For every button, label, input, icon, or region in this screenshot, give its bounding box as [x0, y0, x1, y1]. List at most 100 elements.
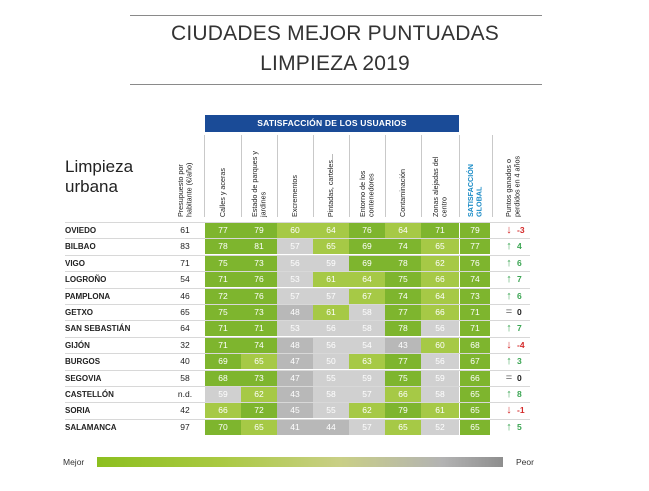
score-cell: 62 — [421, 255, 459, 271]
points-change: -4 — [517, 339, 525, 350]
score-cell: 71 — [205, 272, 241, 288]
arrow-down-icon: ↓ — [506, 224, 512, 236]
score-cell: 65 — [313, 239, 349, 255]
header-budget: Presupuesto por habitante (€/año) — [166, 135, 204, 217]
city-name: SALAMANCA — [65, 422, 117, 432]
header-col-3: Pintadas, carteles... — [313, 135, 349, 217]
score-cell: 52 — [421, 419, 459, 435]
table-row: BILBAO 83 78 81 57 65 69 74 65 77 ↑ 4 — [65, 238, 530, 255]
score-cell: 47 — [277, 354, 313, 370]
header-col-5: Contaminación — [385, 135, 421, 217]
score-cell: 65 — [385, 419, 421, 435]
score-cell: 77 — [205, 223, 241, 238]
score-cell: 64 — [313, 223, 349, 238]
score-cell: 60 — [277, 223, 313, 238]
score-cell: 71 — [421, 223, 459, 238]
city-name: OVIEDO — [65, 226, 97, 235]
header-global-label: SATISFACCIÓN GLOBAL — [465, 164, 484, 217]
global-score: 73 — [460, 288, 490, 304]
score-cell: 66 — [385, 387, 421, 402]
table-row: GETXO 65 75 73 48 61 58 77 66 71 = 0 — [65, 304, 530, 320]
score-cell: 59 — [421, 370, 459, 386]
city-name: SEGOVIA — [65, 373, 102, 383]
score-cell: 64 — [349, 272, 385, 288]
points-change: 7 — [517, 274, 522, 285]
budget-value: 40 — [180, 356, 190, 367]
global-score: 65 — [460, 419, 490, 435]
budget-value: 71 — [180, 257, 190, 268]
score-cell: 64 — [421, 288, 459, 304]
header-col-1: Estado de parques y jardines — [241, 135, 277, 217]
arrow-up-icon: ↑ — [506, 322, 512, 335]
city-name: GIJÓN — [65, 340, 90, 350]
header-col-label: Pintadas, carteles... — [325, 153, 335, 217]
global-score: 79 — [460, 223, 490, 238]
budget-value: 64 — [180, 323, 190, 334]
arrow-down-icon: ↓ — [506, 338, 512, 351]
score-cell: 74 — [241, 337, 277, 353]
budget-value: 46 — [180, 290, 190, 301]
header-global: SATISFACCIÓN GLOBAL — [460, 135, 490, 217]
score-cell: 55 — [313, 403, 349, 419]
table-row: LOGROÑO 54 71 76 53 61 64 75 66 74 ↑ 7 — [65, 271, 530, 288]
score-cell: 59 — [205, 387, 241, 402]
score-cell: 71 — [241, 321, 277, 337]
points-change: -3 — [517, 225, 525, 235]
score-cell: 41 — [277, 419, 313, 435]
budget-value: 65 — [180, 307, 190, 317]
points-change: 0 — [517, 307, 522, 317]
header-col-label: Entorno de los contenedores — [357, 170, 376, 217]
city-name: VIGO — [65, 258, 86, 268]
arrow-up-icon: ↑ — [506, 355, 512, 368]
score-cell: 54 — [349, 337, 385, 353]
city-name: BILBAO — [65, 242, 96, 252]
score-cell: 48 — [277, 305, 313, 320]
global-score: 65 — [460, 403, 490, 419]
arrow-up-icon: ↑ — [506, 388, 512, 400]
city-name: BURGOS — [65, 357, 101, 367]
score-cell: 47 — [277, 370, 313, 386]
score-cell: 76 — [349, 223, 385, 238]
title-top-rule — [130, 15, 542, 16]
score-cell: 61 — [313, 305, 349, 320]
header-col-label: Zonas alejadas del centro — [430, 156, 449, 217]
score-cell: 72 — [205, 288, 241, 304]
title-bottom-rule — [130, 84, 542, 85]
header-divider — [241, 135, 242, 217]
score-cell: 76 — [241, 272, 277, 288]
city-name: SAN SEBASTIÁN — [65, 324, 131, 334]
header-col-label: Contaminación — [397, 169, 407, 217]
score-cell: 57 — [313, 288, 349, 304]
arrow-up-icon: ↑ — [506, 240, 512, 253]
points-change: 5 — [517, 421, 522, 432]
table-row: SEGOVIA 58 68 73 47 55 59 75 59 66 = 0 — [65, 369, 530, 386]
score-cell: 60 — [421, 337, 459, 353]
budget-value: 83 — [180, 241, 190, 252]
legend-gradient-bar — [97, 457, 503, 467]
score-cell: 62 — [241, 387, 277, 402]
header-col-2: Excrementos — [277, 135, 313, 217]
score-cell: 66 — [205, 403, 241, 419]
points-change: 3 — [517, 356, 522, 367]
score-cell: 57 — [277, 288, 313, 304]
score-cell: 77 — [385, 305, 421, 320]
score-cell: 79 — [385, 403, 421, 419]
arrow-up-icon: ↑ — [506, 420, 512, 433]
score-cell: 50 — [313, 354, 349, 370]
score-cell: 48 — [277, 337, 313, 353]
score-cell: 64 — [385, 223, 421, 238]
points-change: 6 — [517, 290, 522, 301]
score-cell: 62 — [349, 403, 385, 419]
score-cell: 55 — [313, 370, 349, 386]
score-cell: 53 — [277, 272, 313, 288]
header-divider — [459, 135, 460, 217]
section-label-line2: urbana — [65, 177, 118, 196]
table-row: SALAMANCA 97 70 65 41 44 57 65 52 65 ↑ 5 — [65, 418, 530, 435]
score-cell: 73 — [241, 305, 277, 320]
page-title-line1: CIUDADES MEJOR PUNTUADAS — [170, 22, 499, 45]
score-cell: 79 — [241, 223, 277, 238]
score-cell: 56 — [421, 321, 459, 337]
budget-value: 32 — [180, 339, 190, 350]
arrow-up-icon: ↑ — [506, 256, 512, 269]
table-row: CASTELLÓN n.d. 59 62 43 58 57 66 58 65 ↑ 8 — [65, 386, 530, 402]
